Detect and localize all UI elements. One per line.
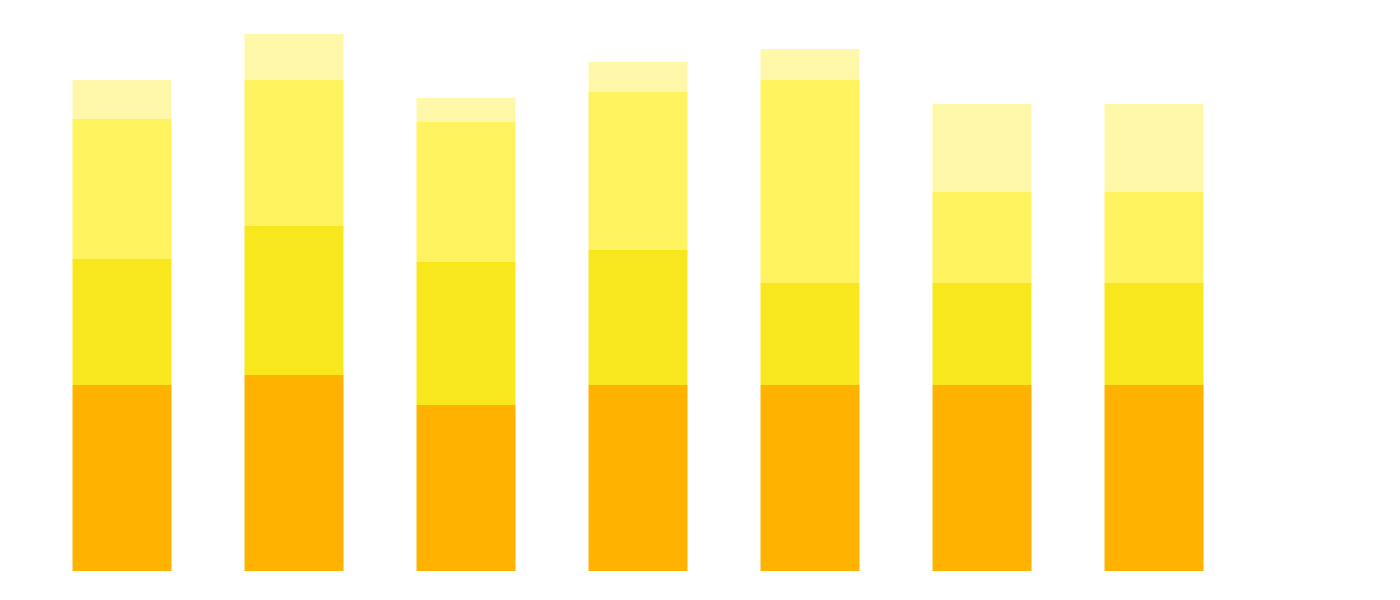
bar-segment xyxy=(760,80,860,283)
bar-segment xyxy=(588,250,688,385)
bar-segment xyxy=(244,375,344,571)
bar-segment xyxy=(588,62,688,92)
bar-segment xyxy=(1104,192,1204,283)
bar-segment xyxy=(760,49,860,80)
bar-segment xyxy=(72,385,172,571)
bar-segment xyxy=(588,385,688,571)
bar-segment xyxy=(244,80,344,226)
bar-segment xyxy=(932,104,1032,192)
bar-segment xyxy=(760,385,860,571)
bar-segment xyxy=(1104,104,1204,192)
bar-segment xyxy=(72,259,172,385)
bar-segment xyxy=(416,262,516,405)
bar-segment xyxy=(588,92,688,250)
bar-segment xyxy=(72,119,172,259)
bar-segment xyxy=(416,98,516,122)
bar-segment xyxy=(244,34,344,80)
bar-segment xyxy=(932,283,1032,385)
bar-segment xyxy=(932,192,1032,283)
bar-segment xyxy=(416,405,516,571)
bar-segment xyxy=(416,122,516,262)
bar-segment xyxy=(1104,385,1204,571)
bar-segment xyxy=(72,80,172,119)
bar-segment xyxy=(760,283,860,385)
bar-segment xyxy=(1104,283,1204,385)
bar-segment xyxy=(244,226,344,375)
bar-segment xyxy=(932,385,1032,571)
